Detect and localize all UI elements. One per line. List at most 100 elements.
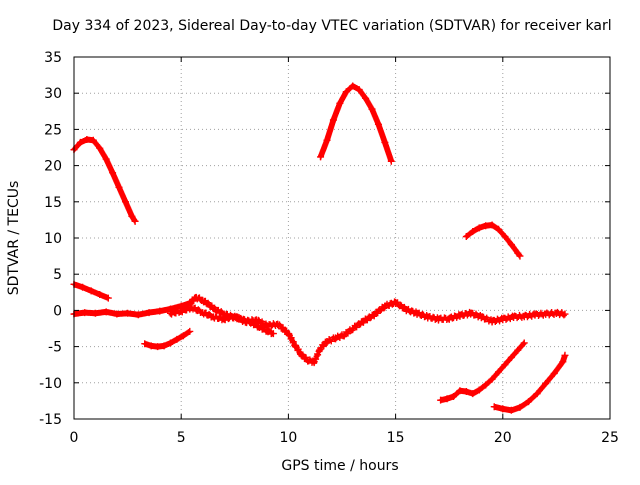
data-point <box>381 302 389 310</box>
data-point <box>242 318 250 326</box>
data-point <box>317 153 325 161</box>
data-point <box>291 341 299 349</box>
data-point <box>154 343 162 351</box>
data-point <box>424 313 432 321</box>
data-point <box>252 316 260 324</box>
data-point <box>186 299 194 307</box>
data-point <box>349 325 357 332</box>
data-point <box>499 315 507 323</box>
data-point <box>284 330 292 338</box>
data-point <box>456 387 464 395</box>
data-point <box>475 224 483 232</box>
data-point <box>520 312 528 320</box>
data-point <box>559 358 567 366</box>
series-arc-7 <box>317 82 395 165</box>
data-point <box>467 309 475 317</box>
data-point <box>199 296 207 304</box>
data-point <box>128 212 136 220</box>
x-tick-label: 25 <box>601 430 619 446</box>
data-point <box>145 309 153 317</box>
y-tick-label: 5 <box>53 267 62 283</box>
data-point <box>179 332 187 340</box>
x-tick-label: 0 <box>70 430 79 446</box>
data-point <box>510 313 518 321</box>
data-point <box>96 144 104 152</box>
data-point <box>188 304 196 312</box>
data-point <box>525 398 533 406</box>
data-point <box>514 346 522 354</box>
y-tick-label: 35 <box>44 50 62 66</box>
series-arc-2 <box>70 280 112 302</box>
data-point <box>434 315 442 323</box>
data-point <box>488 375 496 383</box>
y-tick-label: 10 <box>44 231 62 247</box>
data-point <box>87 287 95 295</box>
data-point <box>374 120 382 128</box>
data-point <box>488 317 496 325</box>
data-point <box>269 330 277 338</box>
data-point <box>297 351 305 359</box>
series-arc-6 <box>166 298 569 367</box>
data-point <box>81 309 89 317</box>
data-point <box>387 157 395 165</box>
x-tick-label: 5 <box>177 430 186 446</box>
data-point <box>359 317 367 325</box>
data-point <box>323 136 331 144</box>
data-point <box>533 390 541 398</box>
series-arc-10 <box>490 351 569 414</box>
data-point <box>89 136 97 144</box>
data-point <box>310 358 318 366</box>
data-point <box>109 169 117 177</box>
data-point <box>495 368 503 376</box>
data-point <box>477 313 485 321</box>
data-point <box>349 82 357 90</box>
data-point <box>516 403 524 411</box>
axis-layer: 0 5 10 15 20 25 -15 -10 -5 0 5 10 15 20 25 30 35 <box>39 50 619 446</box>
y-tick-label: -10 <box>39 376 62 392</box>
data-point <box>83 136 91 144</box>
data-point <box>121 198 129 206</box>
y-tick-label: 30 <box>44 86 62 102</box>
x-tick-label: 10 <box>279 430 297 446</box>
data-point <box>507 406 515 414</box>
series-arc-4 <box>141 327 194 351</box>
data-point <box>317 344 325 352</box>
data-point <box>332 334 340 342</box>
data-point <box>542 380 550 388</box>
y-tick-label: 20 <box>44 159 62 175</box>
data-point <box>173 335 181 343</box>
data-point <box>231 312 239 320</box>
data-point <box>520 339 528 347</box>
data-point <box>76 138 84 146</box>
x-axis-title: GPS time / hours <box>281 458 398 474</box>
data-point <box>209 313 217 321</box>
data-point <box>166 339 174 347</box>
data-point <box>542 310 550 318</box>
data-point <box>115 183 123 191</box>
data-point <box>186 327 194 335</box>
data-point <box>323 338 331 346</box>
data-point <box>552 309 560 317</box>
data-point <box>362 94 370 102</box>
data-point <box>475 386 483 394</box>
data-point <box>449 393 457 401</box>
data-point <box>131 217 139 225</box>
data-point <box>166 309 174 317</box>
data-point <box>531 311 539 319</box>
data-point <box>490 403 498 411</box>
data-point <box>113 310 121 318</box>
data-point <box>102 155 110 163</box>
data-point <box>96 290 104 298</box>
data-point <box>413 309 421 317</box>
data-point <box>141 340 149 348</box>
data-point <box>156 307 164 315</box>
data-point <box>462 233 470 241</box>
data-point <box>329 116 337 124</box>
series-arc-1 <box>70 136 139 225</box>
y-tick-label: 25 <box>44 122 62 138</box>
data-point <box>402 306 410 314</box>
y-axis-title: SDTVAR / TECUs <box>6 181 22 296</box>
data-point <box>134 311 142 319</box>
data-point <box>368 105 376 113</box>
